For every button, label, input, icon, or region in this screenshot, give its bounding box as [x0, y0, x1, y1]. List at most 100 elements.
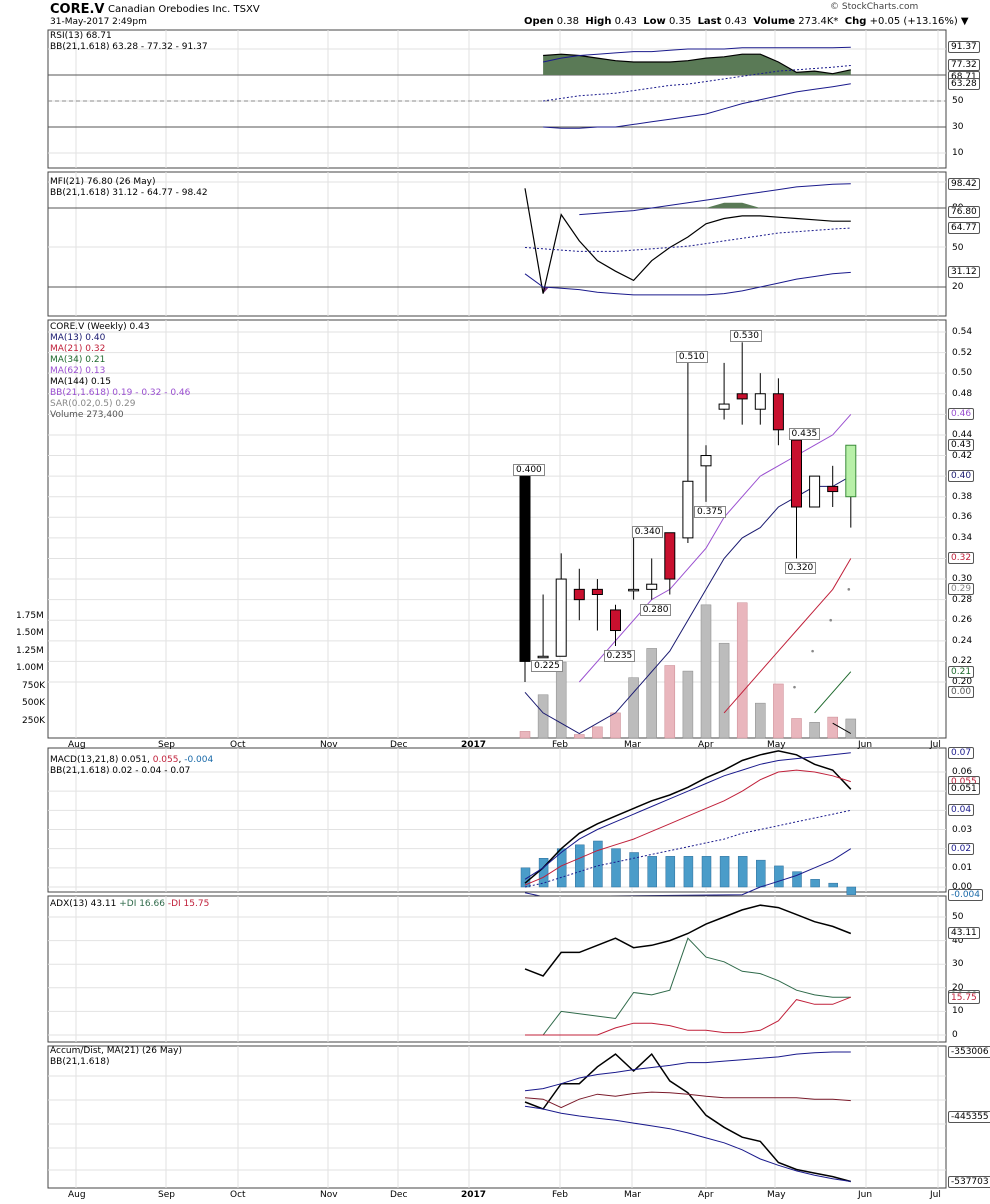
macd-line	[524, 750, 852, 884]
mfi-value-tag: 64.77	[948, 222, 980, 235]
ad-bb-legend: BB(21,1.618)	[50, 1057, 110, 1067]
price-legend-item: MA(21) 0.32	[50, 344, 106, 354]
macd-title: MACD(13,21,8) 0.051, 0.055, -0.004	[50, 755, 213, 766]
volume-bar	[628, 677, 639, 739]
price-value-tag: 0.43	[948, 439, 975, 452]
candle-body	[809, 475, 821, 508]
price-tick-label: 0.38	[952, 491, 973, 502]
volume-bar	[718, 642, 730, 739]
price-tick-label: 0.24	[952, 635, 973, 646]
macd-tick-label: 0.00	[952, 882, 973, 892]
top-x-month-label: 2017	[461, 740, 487, 750]
volume-tick-label: 1.50M	[16, 628, 44, 639]
sar-dot	[847, 588, 851, 591]
mfi-bb-mid	[524, 227, 851, 252]
rsi-value-tag: 91.37	[948, 41, 980, 54]
price-tick-label: 0.34	[952, 532, 973, 543]
volume-bar	[736, 602, 748, 739]
price-tick-label: 0.30	[952, 574, 973, 585]
rsi-bb-upper	[542, 46, 851, 63]
top-x-month-label: Jun	[858, 740, 873, 750]
candle-body	[573, 588, 585, 601]
macd-hist-bar	[575, 844, 585, 888]
volume-bar	[646, 648, 657, 739]
price-point-label: 0.225	[531, 660, 563, 673]
volume-bar	[592, 726, 603, 739]
macd-tick-label: 0.06	[952, 767, 973, 777]
date-label: 31-May-2017 2:49pm	[50, 17, 147, 27]
price-legend-item: CORE.V (Weekly) 0.43	[50, 322, 150, 332]
macd-hist-bar	[756, 859, 766, 888]
mfi-bb-upper	[579, 183, 851, 216]
price-legend-item: Volume 273,400	[50, 410, 124, 420]
price-legend-item: MA(13) 0.40	[50, 333, 106, 343]
price-value-tag: 0.21	[948, 665, 975, 678]
bottom-x-month-label: Oct	[230, 1190, 246, 1200]
sar-dot	[793, 685, 796, 689]
rsi-value-tag: 63.28	[948, 77, 980, 90]
top-x-month-label: Feb	[552, 740, 568, 750]
bottom-x-month-label: Jul	[930, 1190, 941, 1200]
top-x-month-label: Mar	[624, 740, 641, 750]
macd-hist-bar	[828, 882, 838, 888]
volume-tick-label: 750K	[22, 680, 46, 691]
price-point-label: 0.280	[639, 603, 672, 616]
price-legend-item: MA(62) 0.13	[50, 366, 106, 376]
ad-line	[524, 1052, 851, 1183]
price-point-label: 0.375	[694, 505, 726, 518]
rsi-tick-label: 10	[952, 148, 964, 158]
ma21-line	[723, 558, 852, 714]
price-tick-label: 0.20	[952, 677, 973, 687]
mfi-title: MFI(21) 76.80 (26 May)	[50, 177, 156, 187]
price-tick-label: 0.22	[952, 656, 973, 667]
ma144-line	[832, 722, 852, 734]
sar-dot	[829, 618, 832, 622]
bottom-x-month-label: Feb	[552, 1190, 568, 1200]
dropdown-caret-icon[interactable]: ▼	[960, 16, 969, 27]
candle-body	[827, 485, 839, 493]
mfi-panel-frame	[47, 171, 947, 317]
adx-tick-label: 0	[952, 1030, 958, 1040]
volume-bar	[537, 694, 549, 739]
adx-tick-label: 40	[952, 935, 964, 946]
macd-hist-bar	[683, 856, 694, 888]
top-x-month-label: Jul	[930, 740, 941, 750]
price-point-label: 0.400	[513, 464, 545, 477]
adx-line	[524, 904, 852, 977]
volume-bar	[700, 604, 712, 739]
top-x-month-label: Aug	[68, 740, 86, 750]
price-value-tag: 0.40	[948, 470, 975, 483]
top-x-month-label: Nov	[320, 740, 338, 750]
mfi-bb-legend: BB(21,1.618) 31.12 - 64.77 - 98.42	[50, 188, 208, 198]
price-tick-label: 0.48	[952, 388, 973, 399]
macd-tick-label: 0.03	[952, 824, 973, 835]
candle-body	[646, 583, 658, 590]
volume-tick-label: 1.00M	[16, 663, 44, 674]
volume-bar	[682, 670, 694, 739]
candle-body	[555, 578, 567, 657]
candle-body	[537, 655, 549, 659]
sar-dot	[811, 649, 814, 653]
macd-title-part: ,	[146, 755, 153, 765]
candle-body	[791, 439, 802, 508]
top-x-month-label: May	[767, 740, 786, 750]
macd-title-part: 0.051	[121, 755, 147, 765]
volume-tick-label: 1.25M	[16, 645, 44, 656]
quote-line: Open 0.38 High 0.43 Low 0.35 Last 0.43 V…	[524, 16, 969, 27]
macd-hist-bar	[846, 886, 857, 895]
candle-body	[628, 588, 640, 592]
mfi-value-tag: 76.80	[948, 206, 980, 219]
price-point-label: 0.340	[631, 525, 664, 538]
top-x-month-label: Oct	[230, 740, 246, 750]
price-value-tag: 0.46	[948, 408, 975, 421]
ma34-line	[814, 671, 852, 714]
rsi-title: RSI(13) 68.71	[50, 31, 112, 41]
adx-tick-label: 30	[952, 959, 964, 970]
macd-hist-bar	[701, 856, 712, 888]
volume-bar	[845, 718, 857, 739]
price-point-label: 0.530	[730, 330, 762, 343]
macd-value-tag: -0.004	[948, 888, 984, 901]
ad-bb-upper	[524, 1051, 851, 1092]
macd-title-part: -0.004	[184, 755, 214, 765]
price-point-label: 0.510	[675, 350, 708, 363]
